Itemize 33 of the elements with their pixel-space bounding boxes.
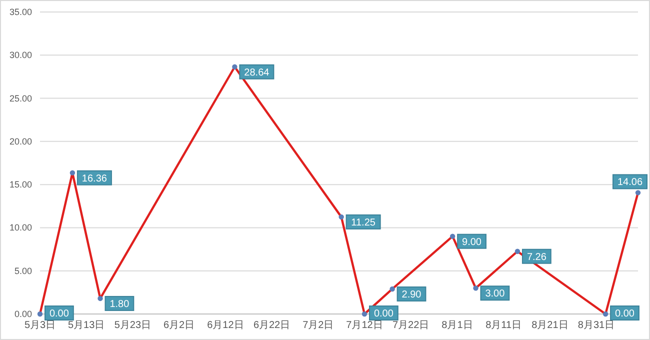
y-tick-label: 0.00: [14, 309, 32, 319]
y-tick-label: 25.00: [9, 93, 32, 104]
data-label: 2.90: [402, 289, 422, 300]
y-tick-label: 5.00: [14, 266, 32, 276]
data-label: 1.80: [110, 298, 130, 310]
x-tick-label: 6月2日: [164, 320, 195, 331]
data-label: 11.25: [351, 217, 376, 228]
x-tick-label: 6月12日: [207, 320, 244, 331]
data-label: 28.64: [244, 67, 270, 78]
x-tick-label: 5月3日: [24, 320, 56, 331]
data-label: 7.26: [526, 252, 547, 263]
x-tick-label: 8月21日: [532, 320, 568, 331]
data-label: 14.06: [617, 177, 643, 188]
y-tick-label: 10.00: [9, 222, 32, 233]
x-tick-label: 7月2日: [302, 320, 334, 331]
data-label: 0.00: [615, 308, 635, 320]
x-tick-label: 8月11日: [486, 320, 522, 331]
x-tick-label: 7月22日: [392, 320, 430, 331]
y-tick-label: 35.00: [9, 7, 32, 17]
data-label: 3.00: [485, 288, 506, 300]
data-label: 9.00: [462, 236, 482, 248]
x-tick-label: 7月12日: [346, 320, 383, 331]
data-label: 0.00: [49, 308, 70, 320]
x-tick-label: 5月13日: [68, 320, 105, 331]
data-label: 16.36: [82, 173, 108, 184]
data-label: 0.00: [374, 308, 394, 320]
y-tick-label: 30.00: [9, 50, 32, 60]
x-tick-label: 5月23日: [114, 320, 152, 331]
x-tick-label: 8月1日: [442, 320, 473, 331]
y-tick-label: 15.00: [9, 180, 32, 190]
y-tick-label: 20.00: [9, 136, 32, 146]
x-tick-label: 6月22日: [253, 320, 290, 331]
x-tick-label: 8月31日: [578, 320, 615, 331]
